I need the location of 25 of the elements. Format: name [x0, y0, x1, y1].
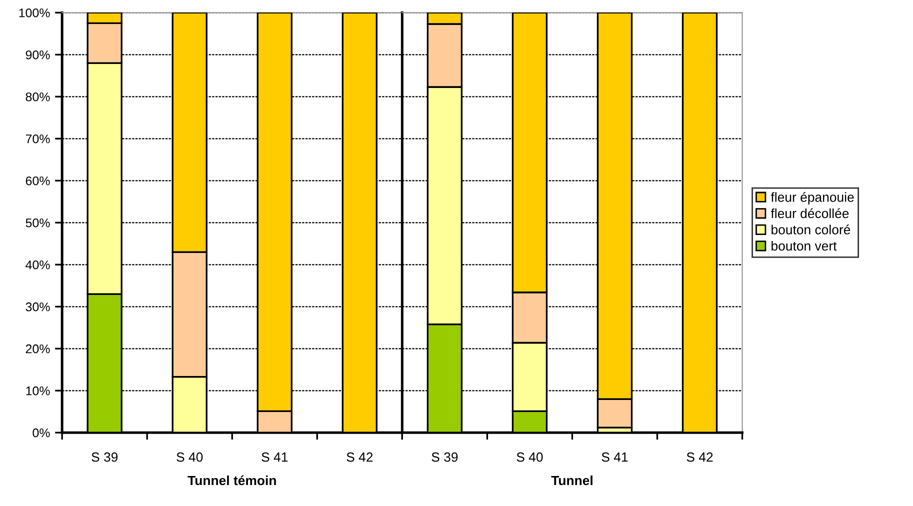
y-tick-label: 40% [26, 260, 50, 270]
x-tick-label: S 39 [432, 452, 458, 462]
y-tick-label: 0% [32, 428, 50, 438]
y-tick-label: 30% [26, 302, 50, 312]
legend-label: fleur décollée [770, 208, 849, 218]
x-tick-label: S 40 [516, 452, 543, 462]
y-tick-label: 20% [26, 344, 50, 354]
y-tick-label: 60% [26, 176, 50, 186]
y-tick-label: 10% [26, 386, 50, 396]
x-tick-label: S 42 [346, 452, 373, 462]
x-tick-label: S 40 [176, 452, 203, 462]
x-tick-label: S 41 [262, 452, 288, 462]
x-tick-label: S 39 [92, 452, 118, 462]
x-tick-label: S 41 [602, 452, 628, 462]
y-tick-label: 50% [26, 218, 50, 228]
x-axis-title: Tunnel [551, 475, 592, 486]
x-tick-label: S 42 [686, 452, 713, 462]
y-tick-label: 90% [26, 50, 50, 60]
y-tick-label: 70% [26, 134, 50, 144]
legend-label: bouton coloré [772, 224, 850, 234]
y-tick-label: 100% [19, 8, 50, 18]
x-axis-title: Tunnel témoin [188, 475, 276, 486]
y-tick-label: 80% [26, 92, 50, 102]
legend-label: bouton vert [772, 240, 837, 251]
legend-label: fleur épanouie [770, 192, 854, 204]
